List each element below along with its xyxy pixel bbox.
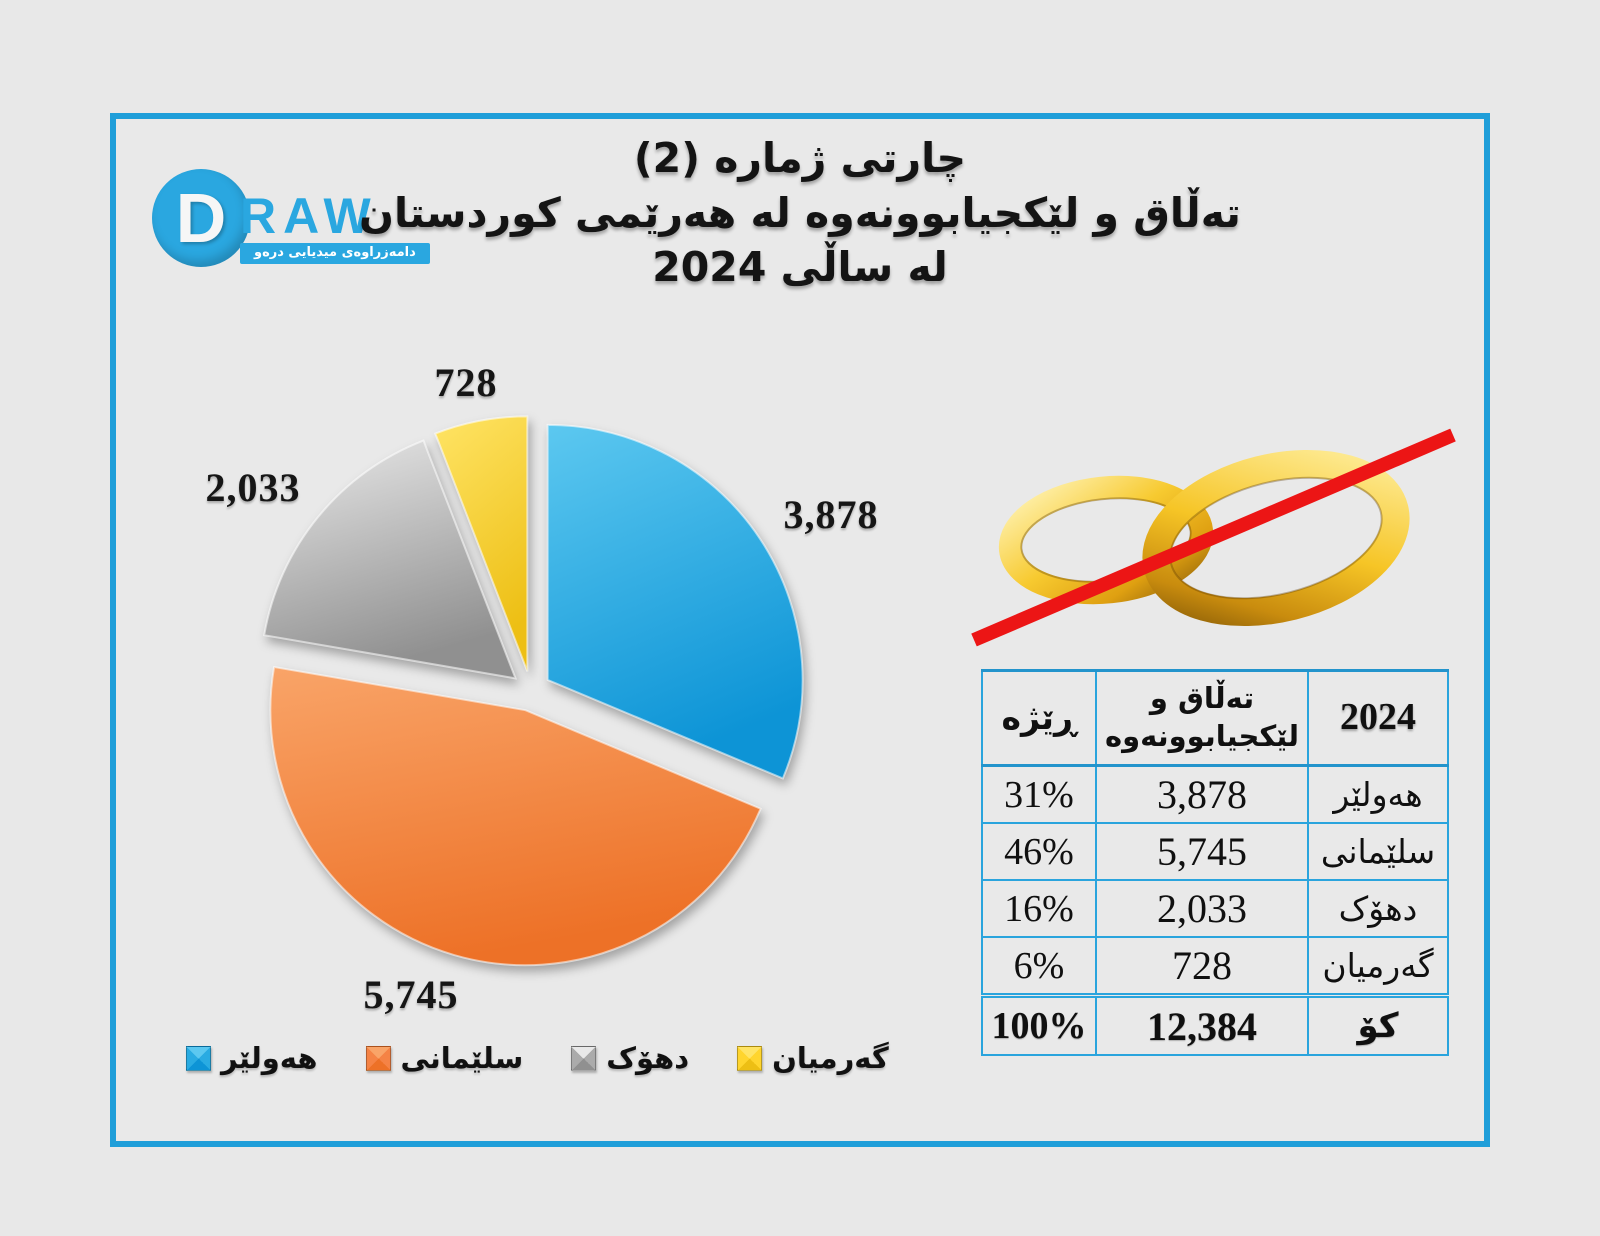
count-cell: 2,033 [1095,879,1309,938]
data-table: 2024 تەڵاق و لێکجیابوونەوە ڕێژە هەولێر 3… [981,669,1449,1056]
table-header-rate: ڕێژە [981,669,1097,767]
pie-legend: هەولێر سلێمانی دهۆک گەرمیان [186,1041,889,1075]
pie-label-slemani: 5,745 [363,972,459,1017]
table-row-garmian: گەرمیان 728 6% [981,936,1449,997]
table-row-dhok: دهۆک 2,033 16% [981,879,1449,938]
legend-item-garmian: گەرمیان [737,1041,889,1075]
region-cell: سلێمانی [1307,822,1449,881]
legend-label-hawler: هەولێر [221,1041,318,1075]
draw-logo-circle-icon: D [152,169,250,267]
legend-label-slemani: سلێمانی [400,1041,524,1075]
count-cell: 3,878 [1095,764,1309,824]
legend-label-dhok: دهۆک [606,1041,690,1075]
pie-label-hawler: 3,878 [783,492,879,537]
chart-title: چارتی ژمارە (2) تەڵاق و لێکجیابوونەوە لە… [116,131,1484,295]
draw-logo-right: RAW دامەزراوەی میدیایی درەو [240,191,430,264]
total-region-cell: کۆ [1307,993,1449,1056]
draw-logo-tagline: دامەزراوەی میدیایی درەو [240,243,430,264]
table-header-count: تەڵاق و لێکجیابوونەوە [1095,669,1309,767]
legend-label-garmian: گەرمیان [772,1041,889,1075]
title-line-1: چارتی ژمارە (2) [633,134,967,182]
region-cell: هەولێر [1307,764,1449,824]
no-marriage-rings-icon [971,428,1456,647]
table-header-row: 2024 تەڵاق و لێکجیابوونەوە ڕێژە [981,669,1449,767]
pie-label-dhok: 2,033 [205,465,301,510]
region-cell: دهۆک [1307,879,1449,938]
count-cell: 5,745 [1095,822,1309,881]
pie-slice-garmian [433,415,529,672]
pie-label-garmian: 728 [434,360,498,405]
chart-board: D RAW دامەزراوەی میدیایی درەو چارتی ژمار… [110,113,1490,1147]
draw-logo-d: D [175,179,227,257]
title-line-2: تەڵاق و لێکجیابوونەوە لە هەرێمی کوردستان [359,188,1241,237]
legend-swatch-slemani-icon [365,1045,391,1071]
rate-cell: 16% [981,879,1097,938]
rate-cell: 6% [981,936,1097,997]
legend-swatch-dhok-icon [571,1045,597,1071]
legend-item-dhok: دهۆک [571,1041,689,1075]
draw-logo: D RAW دامەزراوەی میدیایی درەو [152,169,430,267]
table-total-row: کۆ 12,384 100% [981,993,1449,1056]
total-count-cell: 12,384 [1095,993,1309,1056]
rate-cell: 46% [981,822,1097,881]
total-rate-cell: 100% [981,993,1097,1056]
count-cell: 728 [1095,936,1309,997]
legend-swatch-garmian-icon [737,1045,763,1071]
pie-slice-hawler [546,423,804,780]
draw-logo-raw-text: RAW [240,188,378,244]
red-cross-line [971,428,1456,647]
legend-swatch-hawler-icon [186,1045,211,1071]
title-line-3: لە ساڵی 2024 [652,243,948,292]
table-header-year: 2024 [1307,669,1449,767]
table-row-hawler: هەولێر 3,878 31% [981,764,1449,824]
rate-cell: 31% [981,764,1097,824]
legend-item-hawler: هەولێر [186,1041,318,1075]
pie-chart [263,415,804,967]
pie-slice-slemani [269,665,762,967]
pie-slice-dhok [263,439,518,680]
table-row-slemani: سلێمانی 5,745 46% [981,822,1449,881]
legend-item-slemani: سلێمانی [365,1041,524,1075]
region-cell: گەرمیان [1307,936,1449,997]
